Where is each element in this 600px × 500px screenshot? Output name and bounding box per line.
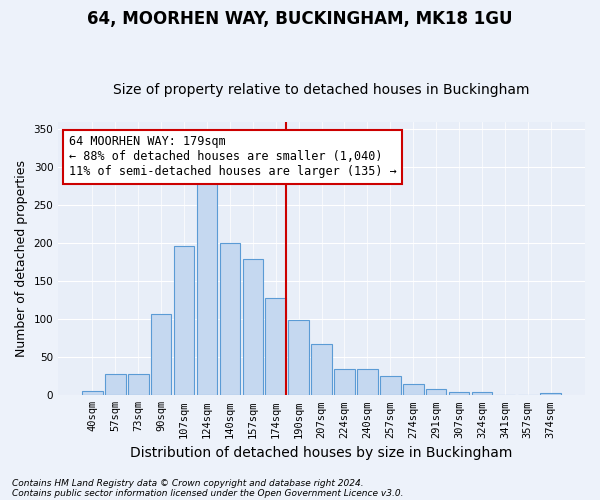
Bar: [334, 370, 355, 396]
Bar: [151, 314, 172, 396]
Bar: [289, 320, 309, 396]
Title: Size of property relative to detached houses in Buckingham: Size of property relative to detached ho…: [113, 83, 530, 97]
Text: 64 MOORHEN WAY: 179sqm
← 88% of detached houses are smaller (1,040)
11% of semi-: 64 MOORHEN WAY: 179sqm ← 88% of detached…: [69, 136, 397, 178]
Bar: [472, 392, 493, 396]
Bar: [220, 244, 240, 396]
Bar: [494, 394, 515, 396]
Bar: [265, 298, 286, 396]
Bar: [82, 390, 103, 396]
Text: Contains public sector information licensed under the Open Government Licence v3: Contains public sector information licen…: [12, 488, 404, 498]
Bar: [128, 374, 149, 396]
Bar: [403, 384, 424, 396]
Bar: [449, 392, 469, 396]
Bar: [242, 258, 263, 396]
Bar: [380, 376, 401, 396]
Text: Contains HM Land Registry data © Crown copyright and database right 2024.: Contains HM Land Registry data © Crown c…: [12, 478, 364, 488]
Bar: [174, 246, 194, 396]
Bar: [541, 393, 561, 396]
Y-axis label: Number of detached properties: Number of detached properties: [15, 160, 28, 357]
Text: 64, MOORHEN WAY, BUCKINGHAM, MK18 1GU: 64, MOORHEN WAY, BUCKINGHAM, MK18 1GU: [87, 10, 513, 28]
Bar: [426, 389, 446, 396]
Bar: [311, 344, 332, 396]
Bar: [105, 374, 125, 396]
Bar: [197, 174, 217, 396]
Bar: [357, 370, 378, 396]
X-axis label: Distribution of detached houses by size in Buckingham: Distribution of detached houses by size …: [130, 446, 513, 460]
